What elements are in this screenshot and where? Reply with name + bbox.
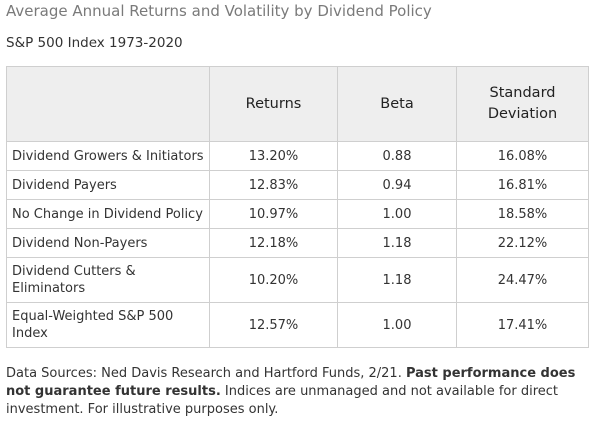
beta-value: 1.18 bbox=[337, 228, 457, 258]
header-beta: Beta bbox=[337, 66, 457, 142]
beta-value: 0.94 bbox=[337, 170, 457, 200]
std-dev-value: 22.12% bbox=[456, 228, 589, 258]
chart-subtitle: S&P 500 Index 1973-2020 bbox=[6, 35, 183, 51]
row-label: Dividend Cutters & Eliminators bbox=[6, 257, 210, 303]
returns-value: 12.18% bbox=[209, 228, 338, 258]
index-disclaimer: Indices are unmanaged and not available … bbox=[6, 384, 559, 417]
std-dev-value: 16.81% bbox=[456, 170, 589, 200]
header-standard-deviation: Standard Deviation bbox=[456, 66, 589, 142]
returns-value: 10.20% bbox=[209, 257, 338, 303]
header-blank-cell bbox=[6, 66, 210, 142]
header-returns: Returns bbox=[209, 66, 338, 142]
beta-value: 1.00 bbox=[337, 302, 457, 348]
row-label: Equal-Weighted S&P 500 Index bbox=[6, 302, 210, 348]
std-dev-value: 24.47% bbox=[456, 257, 589, 303]
row-label: No Change in Dividend Policy bbox=[6, 199, 210, 229]
row-label: Dividend Payers bbox=[6, 170, 210, 200]
table-header-row: Returns Beta Standard Deviation bbox=[6, 66, 589, 142]
std-dev-value: 17.41% bbox=[456, 302, 589, 348]
footnote: Data Sources: Ned Davis Research and Har… bbox=[6, 365, 594, 419]
dividend-policy-table: Returns Beta Standard Deviation Dividend… bbox=[6, 66, 589, 348]
std-dev-value: 18.58% bbox=[456, 199, 589, 229]
table-row: No Change in Dividend Policy 10.97% 1.00… bbox=[6, 199, 589, 229]
returns-value: 12.57% bbox=[209, 302, 338, 348]
table-row: Dividend Non-Payers 12.18% 1.18 22.12% bbox=[6, 228, 589, 258]
table-row: Dividend Payers 12.83% 0.94 16.81% bbox=[6, 170, 589, 200]
beta-value: 1.18 bbox=[337, 257, 457, 303]
returns-value: 13.20% bbox=[209, 141, 338, 171]
returns-value: 10.97% bbox=[209, 199, 338, 229]
data-sources-text: Data Sources: Ned Davis Research and Har… bbox=[6, 366, 402, 381]
table-row: Dividend Cutters & Eliminators 10.20% 1.… bbox=[6, 257, 589, 303]
table-row: Dividend Growers & Initiators 13.20% 0.8… bbox=[6, 141, 589, 171]
beta-value: 0.88 bbox=[337, 141, 457, 171]
row-label: Dividend Non-Payers bbox=[6, 228, 210, 258]
chart-title: Average Annual Returns and Volatility by… bbox=[6, 2, 432, 20]
returns-value: 12.83% bbox=[209, 170, 338, 200]
row-label: Dividend Growers & Initiators bbox=[6, 141, 210, 171]
beta-value: 1.00 bbox=[337, 199, 457, 229]
std-dev-value: 16.08% bbox=[456, 141, 589, 171]
table-row: Equal-Weighted S&P 500 Index 12.57% 1.00… bbox=[6, 302, 589, 348]
past-performance-disclaimer: Past performance does not guarantee futu… bbox=[6, 366, 576, 399]
